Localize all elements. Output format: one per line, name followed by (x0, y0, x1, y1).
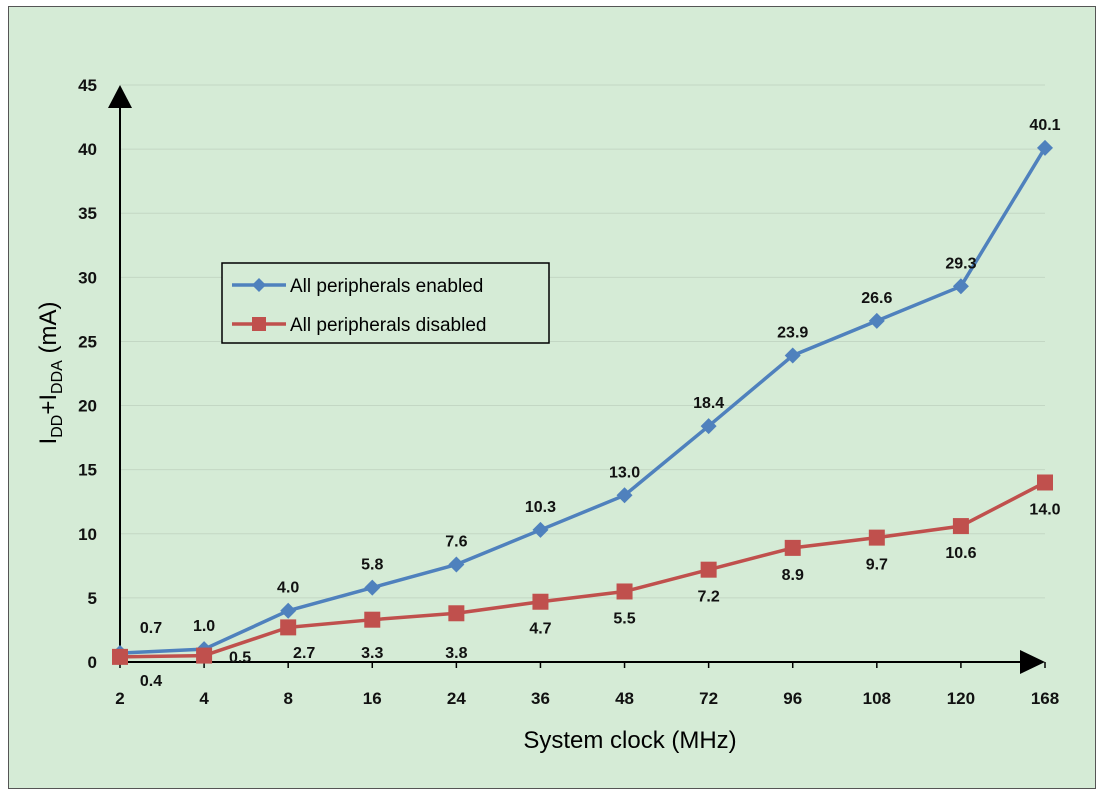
y-tick-label: 25 (78, 332, 97, 351)
data-point-enabled (700, 418, 717, 435)
data-point-disabled (364, 611, 381, 628)
data-point-disabled (532, 593, 549, 610)
data-point-disabled (868, 529, 885, 546)
data-point-enabled (448, 556, 465, 573)
x-tick-label: 24 (447, 689, 466, 708)
y-axis-title-plus: +I (35, 394, 62, 415)
series-line-disabled (119, 480, 1046, 659)
x-axis-title: System clock (MHz) (523, 727, 736, 754)
data-point-enabled (868, 312, 885, 329)
data-point-disabled (700, 561, 717, 578)
data-point-enabled (1037, 139, 1053, 156)
y-axis-title-main: I (35, 438, 62, 445)
data-point-disabled (196, 647, 213, 664)
x-tick-label: 168 (1031, 689, 1059, 708)
x-tick-label: 36 (531, 689, 550, 708)
data-point-disabled (112, 648, 128, 665)
data-labels: 0.7 1.0 4.0 5.8 7.6 10.3 13.0 18.4 23.9 26.6 29.3 4… (140, 117, 1061, 690)
data-label-disabled: 0.5 (229, 650, 251, 667)
legend-box (221, 262, 550, 344)
data-label-enabled: 10.3 (525, 499, 556, 516)
x-tick-label: 4 (199, 689, 209, 708)
data-label-disabled: 3.8 (445, 645, 467, 662)
data-label-enabled: 29.3 (945, 255, 976, 272)
gridlines (120, 84, 1045, 599)
legend-marker-disabled (252, 317, 266, 331)
data-label-enabled: 40.1 (1029, 117, 1060, 134)
data-label-disabled: 8.9 (782, 567, 804, 584)
data-point-enabled (280, 602, 297, 619)
y-tick-label: 15 (78, 461, 97, 480)
y-axis-title-unit: (mA) (35, 302, 62, 361)
y-tick-label: 5 (88, 589, 97, 608)
x-tick-label: 108 (863, 689, 891, 708)
x-tick-label: 72 (699, 689, 718, 708)
data-point-disabled (952, 518, 969, 535)
data-point-enabled (364, 579, 381, 596)
y-axis-arrow (108, 85, 132, 108)
data-label-disabled: 10.6 (945, 545, 976, 562)
data-point-disabled (784, 539, 801, 556)
data-point-enabled (616, 487, 633, 504)
data-label-enabled: 0.7 (140, 620, 162, 637)
data-label-enabled: 13.0 (609, 464, 640, 481)
x-axis-arrow (1020, 650, 1045, 674)
x-tick-label: 16 (363, 689, 382, 708)
data-point-enabled (532, 521, 549, 538)
x-tick-label: 96 (783, 689, 802, 708)
y-tick-label: 45 (78, 76, 97, 95)
data-label-disabled: 3.3 (361, 645, 383, 662)
data-point-disabled (616, 583, 633, 600)
data-point-disabled (1037, 474, 1053, 491)
legend-label-disabled: All peripherals disabled (290, 315, 486, 336)
x-tick-label: 2 (115, 689, 124, 708)
data-point-enabled (952, 278, 969, 295)
data-label-enabled: 26.6 (861, 290, 892, 307)
y-axis-title: IDD+IDDA (mA) (35, 302, 66, 445)
series-group (112, 139, 1053, 665)
data-label-disabled: 5.5 (613, 610, 635, 627)
legend-label-enabled: All peripherals enabled (290, 276, 483, 297)
y-tick-label: 0 (88, 653, 97, 672)
x-tick-label: 8 (283, 689, 292, 708)
data-point-enabled (784, 347, 801, 364)
data-label-enabled: 4.0 (277, 580, 299, 597)
y-tick-label: 35 (78, 204, 97, 223)
data-label-disabled: 9.7 (866, 557, 888, 574)
data-label-enabled: 1.0 (193, 618, 215, 635)
data-label-disabled: 4.7 (529, 621, 551, 638)
y-tick-label: 30 (78, 268, 97, 287)
data-label-enabled: 23.9 (777, 325, 808, 342)
y-axis-title-sub1: DD (49, 415, 66, 438)
data-point-disabled (448, 605, 465, 622)
x-tick-label: 120 (947, 689, 975, 708)
data-label-enabled: 18.4 (693, 395, 724, 412)
data-label-disabled: 0.4 (140, 673, 162, 690)
data-label-enabled: 7.6 (445, 534, 467, 551)
legend: All peripherals enabled All peripherals … (221, 262, 550, 344)
data-label-disabled: 2.7 (293, 645, 315, 662)
x-tick-label: 48 (615, 689, 634, 708)
chart-area (8, 6, 1096, 789)
y-tick-label: 20 (78, 397, 97, 416)
series-line-enabled (119, 146, 1047, 655)
legend-marker-enabled (252, 278, 266, 292)
data-label-disabled: 7.2 (698, 589, 720, 606)
data-label-enabled: 5.8 (361, 557, 383, 574)
y-axis-title-sub2: DDA (49, 360, 66, 394)
data-point-disabled (280, 619, 297, 636)
data-label-disabled: 14.0 (1029, 501, 1060, 518)
y-tick-label: 40 (78, 140, 97, 159)
y-tick-label: 10 (78, 525, 97, 544)
